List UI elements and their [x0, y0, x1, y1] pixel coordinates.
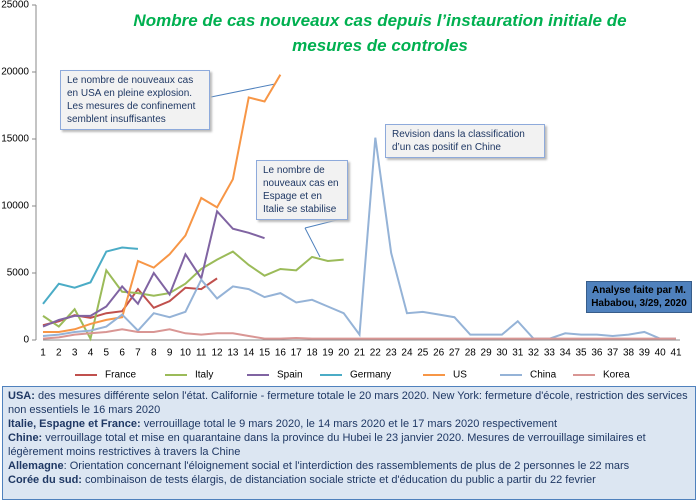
note: Chine: verrouillage total et mise en qua… — [8, 431, 690, 459]
note-text: combinaison de tests élargis, de distanc… — [81, 474, 596, 486]
annotation: Le nombre de nouveaux cas en Espage et e… — [256, 160, 348, 220]
y-tick-label: 5000 — [7, 268, 30, 279]
y-tick-label: 15000 — [1, 134, 29, 145]
y-tick-label: 20000 — [1, 67, 29, 78]
x-tick-label: 11 — [196, 348, 207, 359]
legend-label: Spain — [277, 370, 303, 381]
note-label: USA: — [8, 390, 35, 402]
x-tick-label: 37 — [607, 348, 619, 359]
arrow — [304, 227, 321, 258]
legend-label: Korea — [603, 370, 630, 381]
x-tick-label: 4 — [88, 348, 94, 359]
y-tick-label: 25000 — [1, 0, 29, 11]
legend-label: China — [530, 370, 557, 381]
x-tick-label: 9 — [167, 348, 173, 359]
x-tick-label: 33 — [544, 348, 556, 359]
legend-label: Germany — [350, 370, 391, 381]
x-tick-label: 18 — [306, 348, 318, 359]
x-tick-label: 29 — [481, 348, 493, 359]
series-line — [42, 250, 344, 342]
arrow — [210, 83, 276, 98]
x-tick-label: 20 — [338, 348, 350, 359]
annotation: Analyse faite par M. Hababou, 3/29, 2020 — [586, 281, 692, 313]
note-label: Corée du sud: — [8, 474, 82, 486]
chart-title: Nombre de cas nouveaux cas depuis l’inst… — [133, 11, 627, 55]
x-tick-label: 38 — [623, 348, 635, 359]
x-tick-label: 34 — [560, 348, 572, 359]
x-tick-label: 35 — [575, 348, 587, 359]
x-tick-label: 22 — [370, 348, 382, 359]
series-line — [42, 246, 139, 305]
x-tick-label: 14 — [243, 348, 255, 359]
note: Italie, Espagne et France: verrouillage … — [8, 417, 690, 431]
x-tick-label: 1 — [40, 348, 46, 359]
note-text: verrouillage total le 9 mars 2020, le 14… — [140, 418, 558, 430]
note: Allemagne: Orientation concernant l'éloi… — [8, 459, 690, 473]
x-tick-label: 21 — [354, 348, 366, 359]
series-line — [42, 209, 265, 328]
x-tick-label: 19 — [322, 348, 334, 359]
note-text: verrouillage total et mise en quarantain… — [8, 432, 646, 458]
x-tick-label: 13 — [227, 348, 239, 359]
x-tick-label: 39 — [639, 348, 651, 359]
y-tick-label: 0 — [23, 335, 29, 346]
legend-label: Italy — [195, 370, 213, 381]
x-tick-label: 6 — [119, 348, 125, 359]
x-tick-label: 16 — [275, 348, 287, 359]
x-tick-label: 28 — [465, 348, 477, 359]
x-tick-label: 7 — [135, 348, 141, 359]
note: Corée du sud: combinaison de tests élarg… — [8, 473, 690, 487]
x-tick-label: 17 — [291, 348, 303, 359]
x-tick-label: 5 — [104, 348, 110, 359]
x-tick-label: 24 — [401, 348, 413, 359]
x-tick-label: 40 — [655, 348, 667, 359]
annotation: Revision dans la classification d’un cas… — [385, 124, 545, 158]
series-line — [42, 137, 676, 340]
x-tick-label: 3 — [72, 348, 78, 359]
x-tick-label: 2 — [56, 348, 62, 359]
annotation: Le nombre de nouveaux cas en USA en plei… — [60, 70, 210, 130]
y-tick-label: 10000 — [1, 201, 29, 212]
x-tick-label: 8 — [151, 348, 157, 359]
x-tick-label: 12 — [212, 348, 224, 359]
note-label: Italie, Espagne et France: — [8, 418, 141, 430]
x-tick-label: 27 — [449, 348, 461, 359]
x-tick-label: 32 — [528, 348, 540, 359]
x-tick-label: 15 — [259, 348, 271, 359]
x-tick-label: 30 — [496, 348, 508, 359]
legend-label: US — [453, 370, 467, 381]
x-tick-label: 25 — [417, 348, 429, 359]
x-tick-label: 23 — [386, 348, 398, 359]
notes: USA: des mesures différente selon l'état… — [2, 386, 696, 500]
note: USA: des mesures différente selon l'état… — [8, 389, 690, 417]
x-tick-label: 10 — [180, 348, 192, 359]
series-line — [43, 74, 282, 333]
note-label: Allemagne — [8, 460, 64, 472]
x-tick-label: 26 — [433, 348, 445, 359]
legend-label: France — [105, 370, 137, 381]
note-label: Chine: — [8, 432, 43, 444]
x-tick-label: 31 — [512, 348, 524, 359]
x-tick-label: 36 — [591, 348, 603, 359]
note-text: : Orientation concernant l'éloignement s… — [63, 460, 630, 472]
note-text: des mesures différente selon l'état. Cal… — [8, 390, 688, 416]
x-tick-label: 41 — [670, 348, 682, 359]
series-line — [42, 328, 676, 340]
